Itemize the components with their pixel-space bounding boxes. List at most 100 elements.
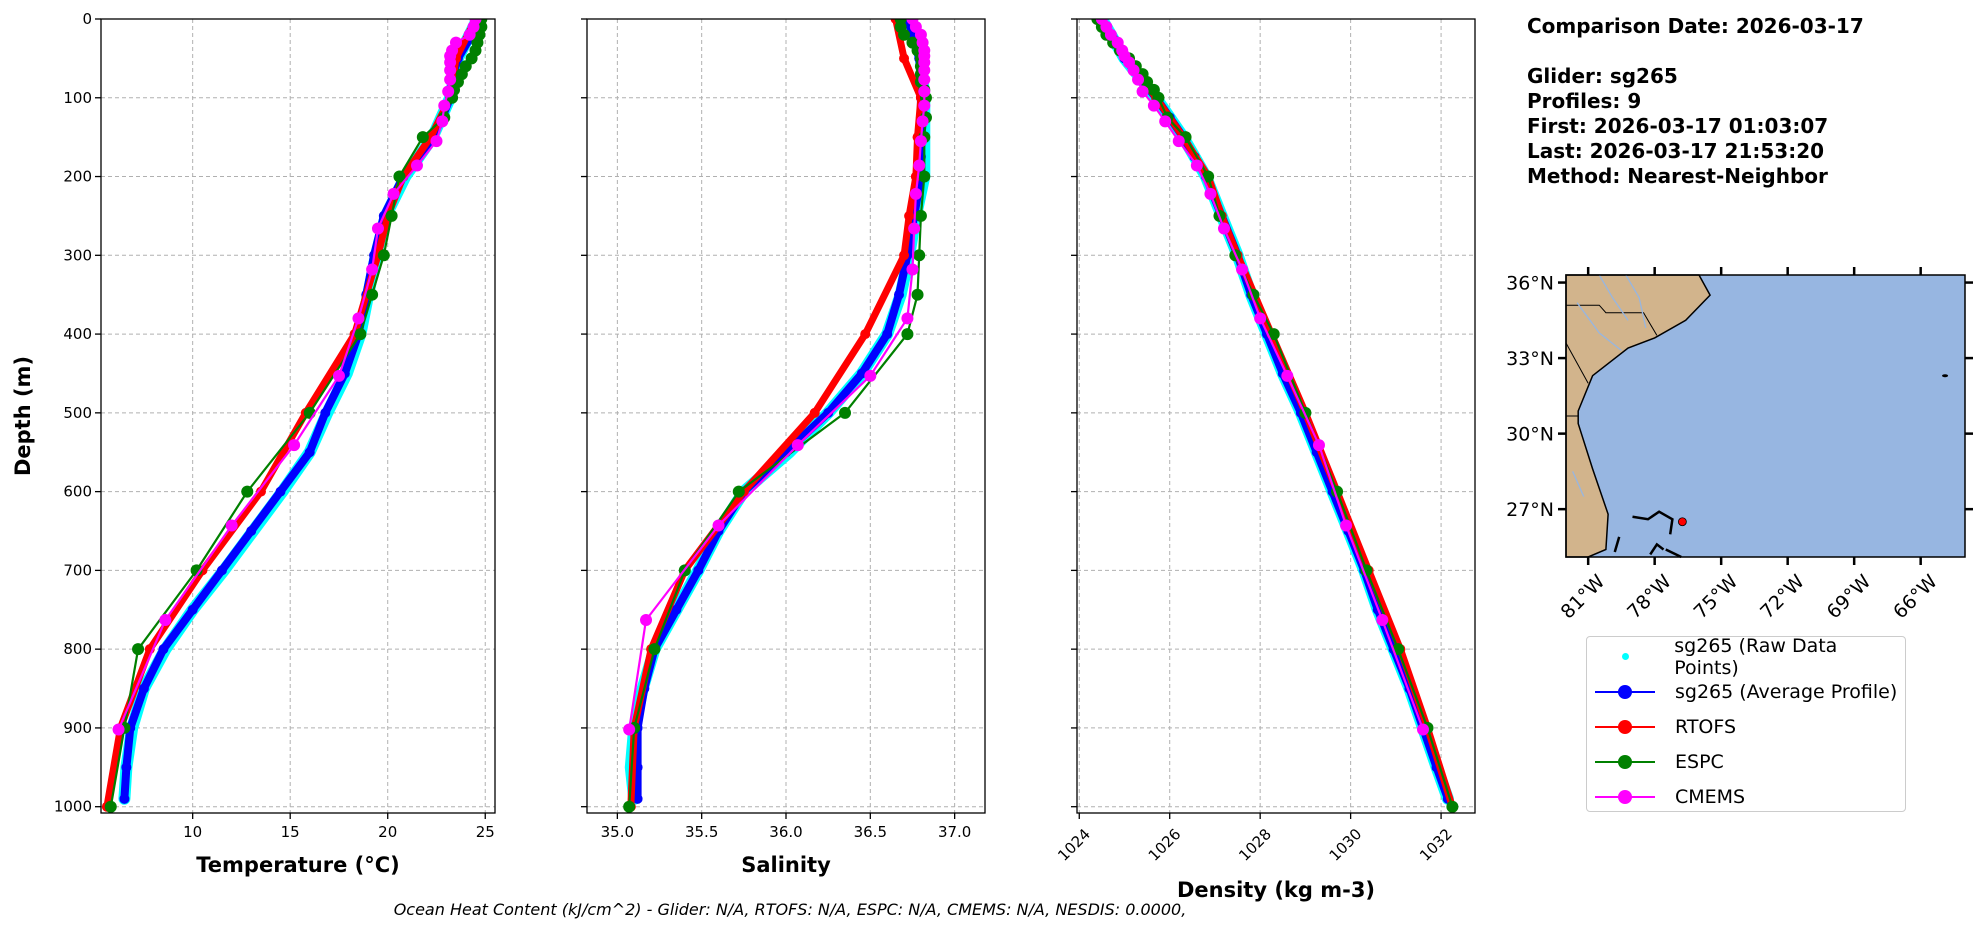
data-point xyxy=(187,604,198,615)
y-tick-label: 500 xyxy=(63,404,92,422)
data-point xyxy=(377,249,390,262)
data-point xyxy=(366,288,379,301)
data-point xyxy=(809,407,820,418)
legend-key-raw xyxy=(1595,647,1654,667)
axes-frame xyxy=(586,18,986,814)
data-point xyxy=(640,614,653,627)
data-point xyxy=(918,170,931,183)
state-border xyxy=(1566,304,1658,336)
data-point xyxy=(918,99,931,112)
x-tick-label: 1032 xyxy=(1416,825,1456,865)
data-point xyxy=(1376,614,1389,627)
legend-item-average: sg265 (Average Profile) xyxy=(1587,674,1905,709)
data-point xyxy=(354,328,367,341)
lon-tick-label: 78°W xyxy=(1623,570,1676,623)
bahamas-island xyxy=(1632,510,1674,535)
x-tick-label: 36.0 xyxy=(769,823,802,841)
y-tick-label: 200 xyxy=(63,168,92,186)
data-point xyxy=(712,519,725,532)
lon-tick-label: 69°W xyxy=(1823,570,1876,623)
data-point xyxy=(1141,76,1154,89)
bermuda-island xyxy=(1942,374,1949,378)
data-point xyxy=(132,643,145,656)
x-axis-label: Temperature (°C) xyxy=(196,853,399,877)
x-tick-label: 37.0 xyxy=(938,823,971,841)
data-point xyxy=(1267,328,1280,341)
data-point xyxy=(385,209,398,222)
data-point xyxy=(366,263,379,276)
data-point xyxy=(1204,187,1217,200)
data-point xyxy=(1159,115,1172,128)
legend-item-rtofs: RTOFS xyxy=(1587,709,1905,744)
data-point xyxy=(158,644,169,655)
data-point xyxy=(1172,135,1185,148)
state-border xyxy=(1565,342,1589,384)
data-point xyxy=(1236,263,1249,276)
ocean-heat-content-footer: Ocean Heat Content (kJ/cm^2) - Glider: N… xyxy=(393,900,1187,919)
x-tick-label: 35.5 xyxy=(685,823,718,841)
data-point xyxy=(463,28,476,41)
data-point xyxy=(911,288,924,301)
panel-temperature: 10 15 20 25 0 100 200 300 400 500 600 700 800 900 1000… xyxy=(11,10,496,877)
lat-tick-label: 27°N xyxy=(1506,499,1554,521)
legend-label: RTOFS xyxy=(1675,715,1737,738)
x-tick-label: 36.5 xyxy=(854,823,887,841)
axes-frame xyxy=(1076,18,1476,814)
data-point xyxy=(916,115,929,128)
data-point xyxy=(1127,64,1140,77)
legend-key-espc xyxy=(1595,752,1655,772)
data-point xyxy=(901,312,914,325)
river xyxy=(1572,471,1585,497)
data-point xyxy=(352,312,365,325)
data-point xyxy=(1340,519,1353,532)
data-point xyxy=(288,439,301,452)
data-point xyxy=(918,73,931,86)
data-point xyxy=(860,329,871,340)
y-tick-label: 300 xyxy=(63,246,92,264)
y-tick-label: 800 xyxy=(63,640,92,658)
y-tick-label: 400 xyxy=(63,325,92,343)
bahamas-island xyxy=(1649,542,1665,556)
x-axis-label: Salinity xyxy=(741,853,831,877)
axes-frame xyxy=(100,18,496,814)
y-tick-label: 700 xyxy=(63,561,92,579)
x-tick-label: 1026 xyxy=(1145,825,1185,865)
data-point xyxy=(275,486,286,497)
legend-key-cmems xyxy=(1595,787,1655,807)
data-point xyxy=(906,263,919,276)
data-point xyxy=(138,683,149,694)
data-point xyxy=(823,407,834,418)
data-point xyxy=(104,800,117,813)
data-point xyxy=(159,614,172,627)
series-line-sg265-average-profile- xyxy=(633,19,925,803)
data-point xyxy=(1217,222,1230,235)
data-point xyxy=(1147,99,1160,112)
data-point xyxy=(1104,28,1117,41)
river xyxy=(1625,274,1647,329)
data-point xyxy=(410,159,423,172)
legend-label: ESPC xyxy=(1675,750,1724,773)
data-point xyxy=(913,249,926,262)
data-point xyxy=(444,73,457,86)
data-point xyxy=(1416,723,1429,736)
x-tick-label: 15 xyxy=(281,823,300,841)
data-point xyxy=(246,526,257,537)
data-point xyxy=(732,485,745,498)
data-point xyxy=(112,723,125,736)
x-tick-label: 1028 xyxy=(1235,825,1275,865)
data-point xyxy=(918,64,931,77)
x-tick-label: 35.0 xyxy=(601,823,634,841)
data-point xyxy=(623,800,636,813)
profile-count: Profiles: 9 xyxy=(1527,89,1642,113)
data-point xyxy=(914,135,927,148)
river xyxy=(1598,274,1629,321)
data-point xyxy=(371,222,384,235)
data-point xyxy=(839,406,852,419)
data-point xyxy=(304,447,315,458)
comparison-info: Comparison Date: 2026-03-17 Glider: sg26… xyxy=(1527,14,1864,189)
data-point xyxy=(436,115,449,128)
y-tick-label: 900 xyxy=(63,719,92,737)
data-point xyxy=(444,64,457,77)
data-point xyxy=(909,187,922,200)
